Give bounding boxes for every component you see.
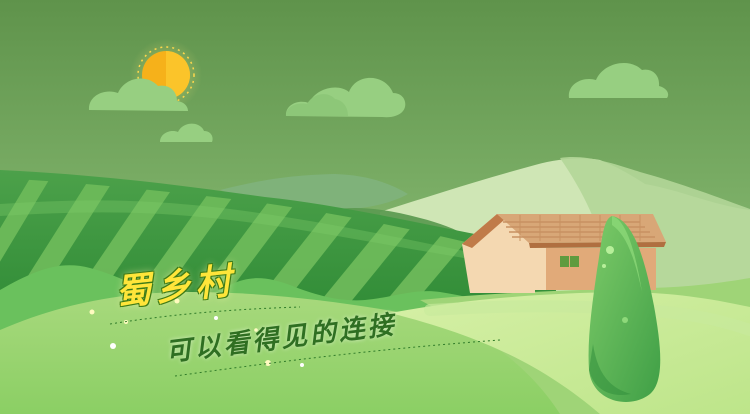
- cloud-icon: [568, 62, 669, 98]
- cloud-icon: [160, 123, 213, 142]
- sparkle-icon: [89, 298, 304, 367]
- tree-icon: [588, 216, 661, 402]
- cloud-icon: [88, 78, 188, 111]
- cloud-icon: [285, 77, 406, 118]
- country-road: [390, 292, 750, 414]
- subtitle-dash-line: [174, 339, 501, 377]
